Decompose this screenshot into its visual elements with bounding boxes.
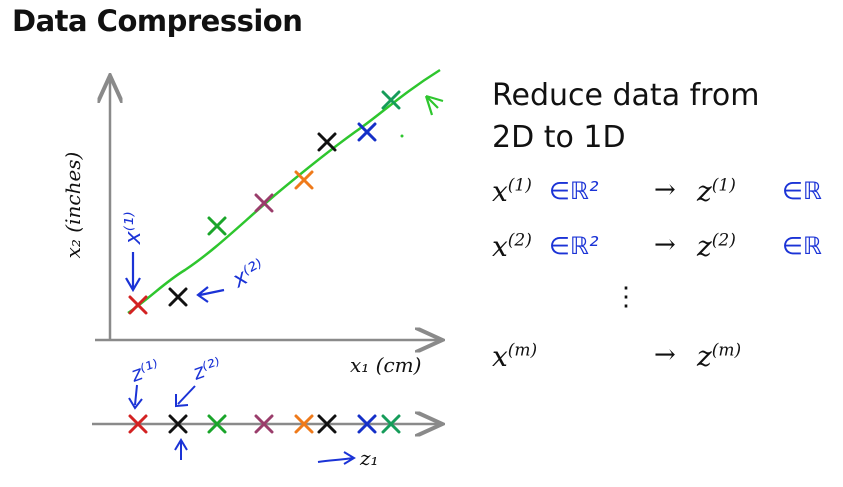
mapping-arrow: → — [654, 175, 676, 205]
data-point-x-mark — [317, 132, 337, 152]
vertical-ellipsis: ⋮ — [613, 282, 639, 312]
projected-point-z-mark — [168, 414, 188, 434]
data-points-2d — [128, 90, 401, 315]
x1-arrow — [125, 252, 141, 293]
projected-point-z-mark — [254, 414, 274, 434]
mapping-rhs: z(1) — [697, 175, 736, 208]
mapping-lhs-annotation: ∈ℝ² — [549, 177, 599, 205]
z-point-arrow — [174, 438, 188, 460]
heading-line-2: 2D to 1D — [492, 120, 626, 155]
z1-annotation: z⁽¹⁾ — [127, 354, 163, 387]
projected-point-z-mark — [207, 414, 227, 434]
mapping-arrow: → — [654, 230, 676, 260]
z-axis-label: z₁ — [359, 446, 379, 470]
mapping-rhs: z(m) — [697, 340, 742, 373]
x2-arrow — [196, 286, 225, 303]
z-label-arrow — [317, 451, 356, 465]
x2-annotation: x⁽²⁾ — [228, 255, 270, 293]
data-points-1d — [128, 414, 401, 434]
projected-point-z-mark — [294, 414, 314, 434]
x-axis-label: x₁ (cm) — [350, 353, 421, 377]
projection-line — [127, 68, 441, 315]
projected-point-z-mark — [128, 414, 148, 434]
mapping-lhs: x(m) — [492, 340, 538, 373]
line-arrow — [424, 94, 444, 116]
data-point-x-mark — [381, 90, 401, 110]
z1-arrow — [128, 384, 143, 410]
z2-arrow — [175, 385, 196, 408]
mapping-lhs-annotation: ∈ℝ² — [549, 232, 599, 260]
data-point-x-mark — [168, 287, 188, 307]
mapping-rhs-annotation: ∈ℝ — [782, 177, 822, 205]
projected-point-z-mark — [381, 414, 401, 434]
z2-annotation: z⁽²⁾ — [189, 352, 225, 385]
data-point-x-mark — [128, 295, 148, 315]
data-point-x-mark — [207, 216, 227, 236]
heading-line-1: Reduce data from — [492, 78, 760, 113]
slide-title: Data Compression — [12, 4, 303, 38]
y-axis-label: x₂ (inches) — [61, 152, 85, 259]
mapping-rhs-annotation: ∈ℝ — [782, 232, 822, 260]
mapping-rhs: z(2) — [697, 230, 736, 263]
mapping-lhs: x(1) — [492, 175, 532, 208]
mapping-arrow: → — [654, 340, 676, 370]
stray-dot — [400, 134, 404, 138]
projected-point-z-mark — [317, 414, 337, 434]
x1-annotation: x⁽¹⁾ — [121, 212, 146, 246]
data-point-x-mark — [294, 170, 314, 190]
data-point-x-mark — [254, 193, 274, 213]
mapping-lhs: x(2) — [492, 230, 532, 263]
projected-point-z-mark — [357, 414, 377, 434]
data-point-x-mark — [357, 122, 377, 142]
